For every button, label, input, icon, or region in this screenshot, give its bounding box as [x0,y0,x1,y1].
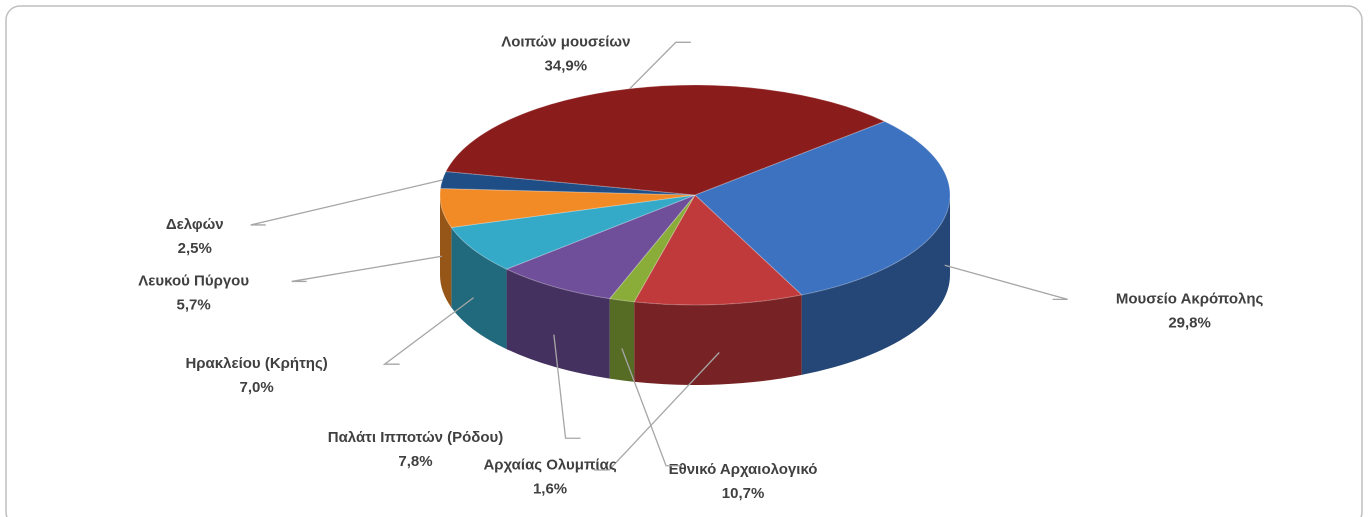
slice-label: Ηρακλείου (Κρήτης) [185,355,327,372]
slice-side [801,195,951,375]
leader-line [621,348,682,467]
leader-line [944,264,1068,301]
leader-line [594,352,720,471]
slice [608,194,696,303]
slice-side [609,298,635,382]
slice-value-label: 7,8% [398,453,432,470]
slice-value-label: 10,7% [722,485,765,502]
slice-side [506,269,610,379]
slice [439,188,696,228]
slice-value-label: 29,8% [1168,314,1211,331]
slice-value-label: 2,5% [178,240,212,257]
slice-value-label: 5,7% [177,296,211,313]
leader-line [291,255,442,283]
slice [694,120,951,296]
labels: Μουσείο Ακρόπολης 29,8% Εθνικό Αρχαιολογικ… [138,33,1263,502]
slice-side [634,294,802,385]
pie-tops [439,84,951,306]
slice-side [440,195,452,308]
slice-label: Αρχαίας Ολυμπίας [483,457,616,474]
slice-label: Λευκού Πύργου [138,272,249,289]
leader-line [250,179,443,226]
slice-value-label: 7,0% [240,379,274,396]
slice-label: Δελφών [166,216,224,233]
leader-line [629,41,691,90]
pie-sides [440,195,951,385]
slice-value-label: 1,6% [533,481,567,498]
leader-line [382,297,475,365]
leader-line [553,334,581,439]
slice [633,194,803,306]
slice-side [451,227,507,350]
slice [505,193,697,300]
slice-label: Λοιπών μουσείων [501,33,630,50]
slice-value-label: 34,9% [545,57,588,74]
slice-label: Παλάτι Ιπποτών (Ρόδου) [328,429,504,446]
slice [445,84,886,196]
slice-label: Μουσείο Ακρόπολης [1116,290,1264,307]
slice [450,194,696,270]
slice-label: Εθνικό Αρχαιολογικό [669,461,818,478]
